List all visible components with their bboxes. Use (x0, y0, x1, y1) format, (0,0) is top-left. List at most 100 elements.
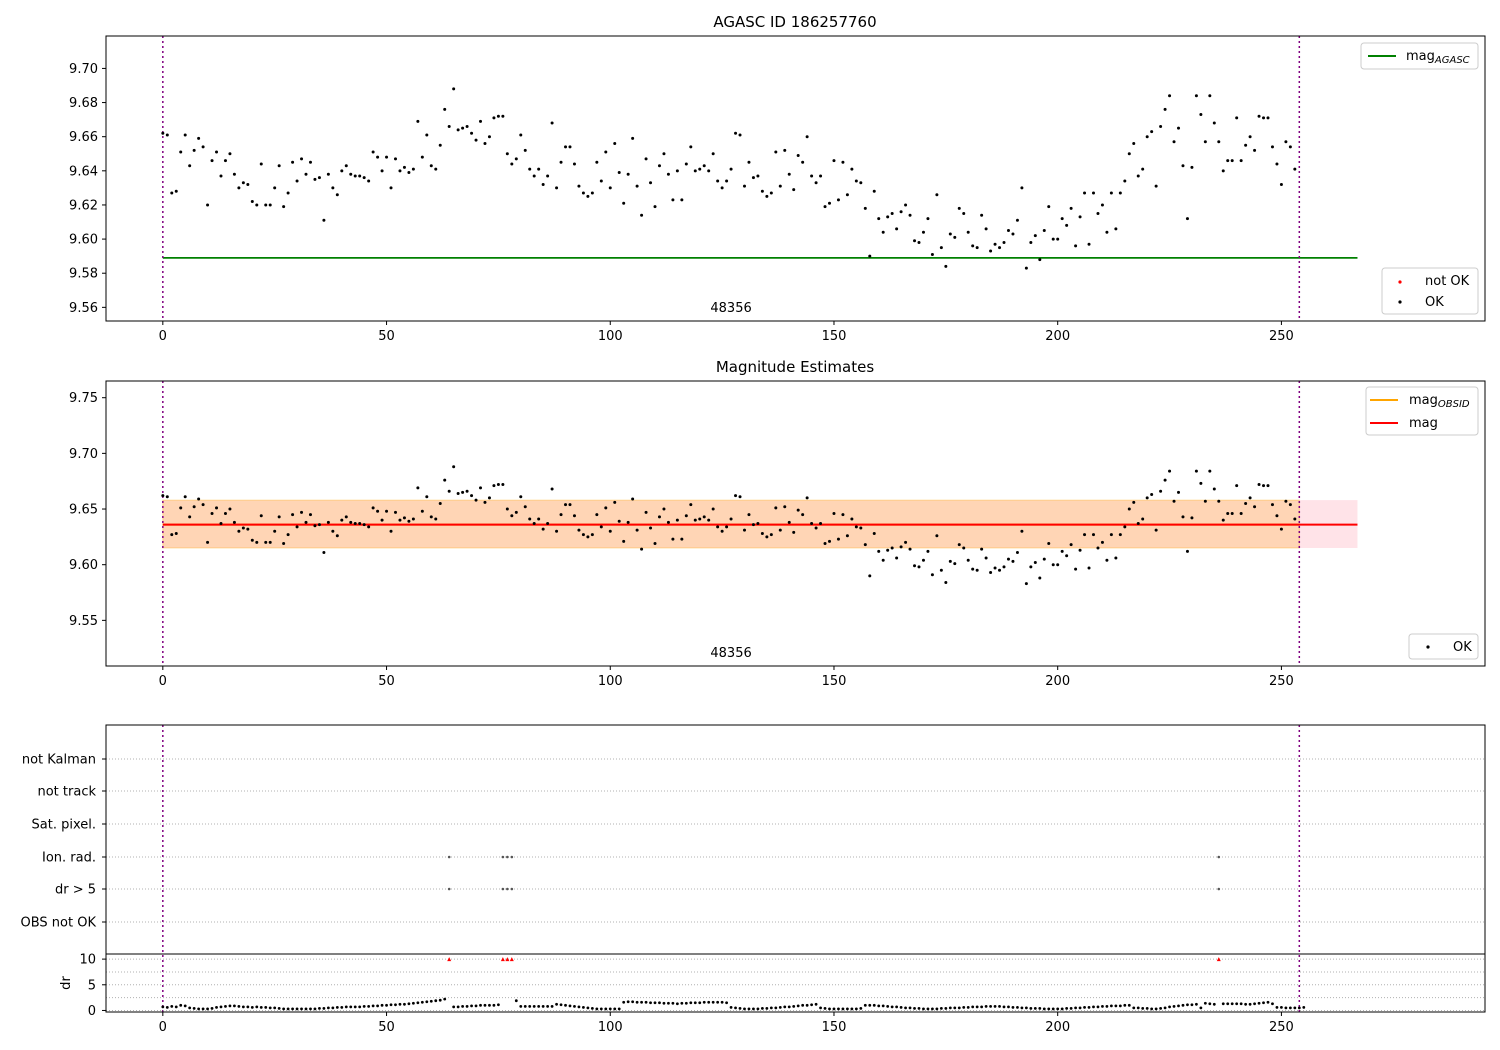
mag-point-ok (729, 517, 733, 521)
mag-point-ok (344, 164, 348, 168)
flags-plot-area (106, 725, 1485, 1012)
mag-point-ok (626, 520, 630, 524)
mag-point-ok (1230, 511, 1234, 515)
mag-point-ok (751, 523, 755, 527)
dr-point (644, 1000, 648, 1004)
mag-point-ok (335, 534, 339, 538)
dr-point (1253, 1002, 1256, 1006)
dr-point (1051, 1007, 1055, 1011)
mag-point-ok (483, 500, 487, 504)
mag-point-ok (304, 520, 308, 524)
agasc-x-axis: 0 50 100 150 200 250 (159, 321, 1294, 344)
mag-point-ok (899, 210, 903, 214)
dr-point (1280, 1005, 1283, 1009)
legend-box (1408, 633, 1479, 660)
dr-point (1230, 1002, 1234, 1006)
mag-point-ok (823, 205, 827, 209)
flag-marker (506, 887, 509, 891)
mag-point-ok (881, 558, 885, 562)
dr-point (756, 1007, 760, 1011)
mag-point-ok (559, 513, 563, 517)
mag-point-ok (402, 165, 406, 169)
dr-point (215, 1005, 218, 1009)
dr-point (1208, 1002, 1212, 1006)
agasc-points-legend: not OK OK (1381, 267, 1479, 315)
agasc-panel-title: AGASC ID 186257760 (713, 13, 876, 31)
dr-point (416, 1001, 420, 1005)
mag-point-ok (1159, 489, 1163, 493)
mag-point-ok (1105, 558, 1109, 562)
mag-point-ok (514, 510, 518, 514)
mag-point-ok (1096, 546, 1100, 550)
mag-point-ok (774, 150, 778, 154)
mag-point-ok (935, 193, 939, 197)
mag-point-ok (479, 119, 483, 123)
mag-point-ok (698, 167, 702, 171)
mag-point-ok (1253, 148, 1257, 152)
dr-point (322, 1007, 326, 1010)
mag-point-ok (282, 205, 286, 209)
legend-label-mag-agasc: magAGASC (1406, 49, 1470, 66)
dr-point (998, 1004, 1001, 1008)
mag-point-ok (962, 546, 966, 550)
flag-label: not track (37, 785, 96, 800)
mag-point-ok (416, 119, 420, 123)
dr-point (313, 1007, 317, 1011)
mag-point-ok (474, 138, 478, 142)
flag-marker (506, 855, 509, 859)
dr-point (335, 1005, 339, 1009)
dr-point (394, 1003, 397, 1007)
mag-point-ok (863, 206, 867, 210)
dr-point (837, 1007, 840, 1011)
mag-point-ok (1029, 565, 1033, 569)
mag-point-ok (662, 152, 666, 156)
dr-point (1150, 1007, 1154, 1011)
mag-point-ok (286, 533, 290, 537)
dr-point (398, 1002, 402, 1006)
mag-point-ok (510, 514, 514, 518)
y-tick-label: 9.62 (69, 198, 98, 213)
mag-point-ok (1172, 140, 1176, 144)
mag-point-ok (765, 535, 769, 539)
dr-point (599, 1007, 603, 1011)
mag-point-ok (984, 227, 988, 231)
mag-point-ok (1114, 556, 1118, 560)
dr-point (528, 1004, 532, 1008)
mag-point-ok (1181, 515, 1185, 519)
mag-point-ok (948, 232, 952, 236)
mag-point-ok (1042, 557, 1046, 561)
dr-point (698, 1001, 702, 1005)
mag-point-ok (1056, 237, 1060, 241)
mag-point-ok (649, 181, 653, 185)
mag-point-ok (1029, 240, 1033, 244)
agasc-plot-area (106, 36, 1485, 321)
mag-point-ok (975, 246, 979, 250)
dr-point (693, 1001, 697, 1005)
mag-point-ok (496, 114, 500, 118)
mag-point-ok (908, 213, 912, 217)
mag-point-ok (165, 495, 169, 499)
mag-point-ok (760, 189, 764, 193)
dr-point (1141, 1007, 1145, 1010)
magnitude-obsid-label: 48356 (710, 646, 751, 661)
mag-point-ok (1163, 107, 1167, 111)
dr-point (765, 1007, 769, 1010)
mag-point-ok (1015, 218, 1019, 222)
dr-point (778, 1005, 782, 1009)
dr-y-tick-label: 5 (88, 978, 96, 993)
x-tick-label: 150 (822, 674, 847, 689)
mag-point-ok (989, 570, 993, 574)
y-tick-label: 9.60 (69, 558, 98, 573)
dr-point (586, 1006, 590, 1010)
legend-label-ok: OK (1425, 295, 1444, 310)
mag-point-ok (644, 157, 648, 161)
flags-y-axis: not Kalman not track Sat. pixel. Ion. rad. d… (21, 753, 106, 931)
dr-point (1293, 1006, 1297, 1010)
y-tick-label: 9.64 (69, 164, 98, 179)
mag-point-ok (581, 191, 585, 195)
mag-point-ok (541, 182, 545, 186)
mag-point-ok (1033, 234, 1037, 238)
mag-point-ok (747, 513, 751, 517)
x-tick-label: 150 (822, 329, 847, 344)
mag-point-ok (1266, 116, 1270, 120)
